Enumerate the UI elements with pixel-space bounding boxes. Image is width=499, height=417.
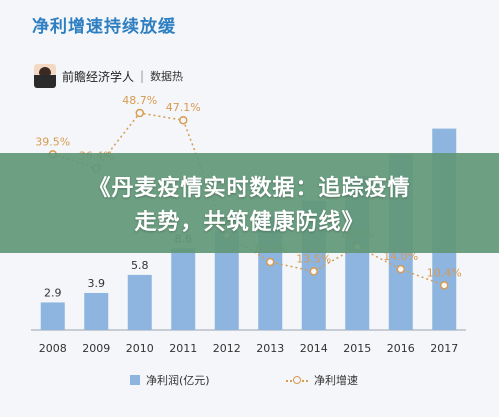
growth-value-label: 47.1% [166, 101, 201, 114]
article-banner [0, 153, 499, 253]
x-tick-label: 2008 [39, 342, 67, 355]
x-tick-label: 2015 [343, 342, 371, 355]
growth-point-2016 [396, 264, 405, 274]
source-name: 前瞻经济学人 [62, 69, 135, 84]
bar-2009 [84, 292, 109, 330]
legend-item-growth: 净利增速 [286, 372, 358, 388]
growth-point-2011 [179, 115, 188, 125]
legend-label-profit: 净利润(亿元) [146, 374, 210, 387]
growth-value-label: 13.5% [296, 252, 331, 265]
growth-value-label: 39.5% [35, 135, 70, 148]
x-tick-label: 2010 [126, 342, 154, 355]
x-tick-label: 2016 [387, 342, 415, 355]
banner-headline: 《丹麦疫情实时数据：追踪疫情 走势，共筑健康防线》 [0, 172, 499, 240]
legend-line-swatch [286, 375, 308, 385]
bar-value-label: 2.9 [44, 286, 62, 299]
banner-line-1: 《丹麦疫情实时数据：追踪疫情 [88, 176, 411, 201]
banner-line-2: 走势，共筑健康防线》 [134, 210, 365, 235]
growth-point-2010 [135, 108, 144, 118]
x-tick-label: 2013 [256, 342, 284, 355]
source-header: 前瞻经济学人 | 数据热 [34, 63, 183, 89]
legend-label-growth: 净利增速 [314, 374, 358, 387]
x-tick-label: 2014 [300, 342, 328, 355]
x-tick-label: 2012 [213, 342, 241, 355]
x-tick-label: 2011 [169, 342, 197, 355]
bar-value-label: 3.9 [88, 277, 106, 290]
growth-value-label: 10.4% [427, 266, 462, 279]
growth-line [52, 112, 445, 287]
chart-title: 净利增速持续放缓 [32, 17, 176, 37]
source-tag: 数据热 [150, 70, 184, 83]
x-tick-label: 2017 [430, 342, 458, 355]
chart-legend: 净利润(亿元) 净利增速 [0, 372, 499, 392]
source-separator: | [140, 69, 145, 83]
growth-point-2017 [440, 281, 449, 290]
growth-value-label: 14.0% [383, 250, 418, 263]
x-tick-label: 2009 [82, 342, 110, 355]
growth-value-label: 48.7% [122, 94, 157, 107]
bar-2010 [127, 274, 152, 330]
bar-value-label: 5.8 [131, 259, 149, 272]
growth-point-2013 [266, 257, 275, 267]
legend-item-profit: 净利润(亿元) [130, 372, 210, 388]
legend-bar-swatch [130, 375, 140, 385]
growth-point-2014 [309, 267, 318, 276]
author-avatar-icon [34, 64, 56, 88]
bar-2008 [40, 302, 65, 330]
bar-2011 [171, 248, 196, 330]
